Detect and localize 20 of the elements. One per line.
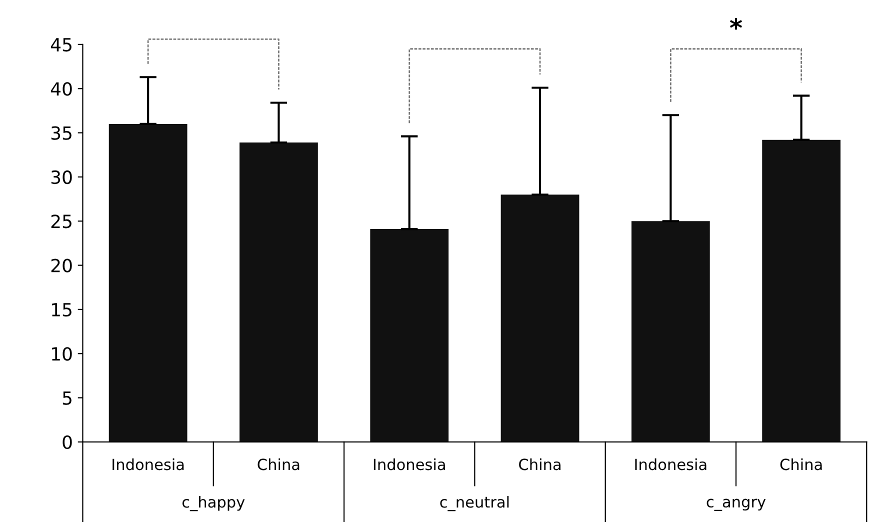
y-tick-label: 0 <box>62 435 72 450</box>
text: c_angry <box>706 498 766 511</box>
y-tick-label: 25 <box>51 214 72 228</box>
x-tick-label: China <box>780 458 822 470</box>
text: c_happy <box>182 496 245 512</box>
x-tick-label: China <box>258 458 300 470</box>
x-tick-label: Indonesia <box>374 458 445 470</box>
y-tick-label: 40 <box>50 82 72 96</box>
text: * <box>730 18 742 30</box>
x-tick-label: Indonesia <box>112 458 184 470</box>
x-tick-label: Indonesia <box>635 458 706 470</box>
y-tick-label: 5 <box>62 391 72 405</box>
y-tick-label: 30 <box>51 170 72 184</box>
y-tick-label: 35 <box>51 126 72 140</box>
y-tick-label: 15 <box>52 303 72 317</box>
y-tick-label: 10 <box>52 347 72 361</box>
y-tick-label: 45 <box>50 38 72 52</box>
y-tick-label: 20 <box>51 258 72 272</box>
x-tick-label: China <box>519 458 560 470</box>
text: c_neutral <box>440 496 509 512</box>
